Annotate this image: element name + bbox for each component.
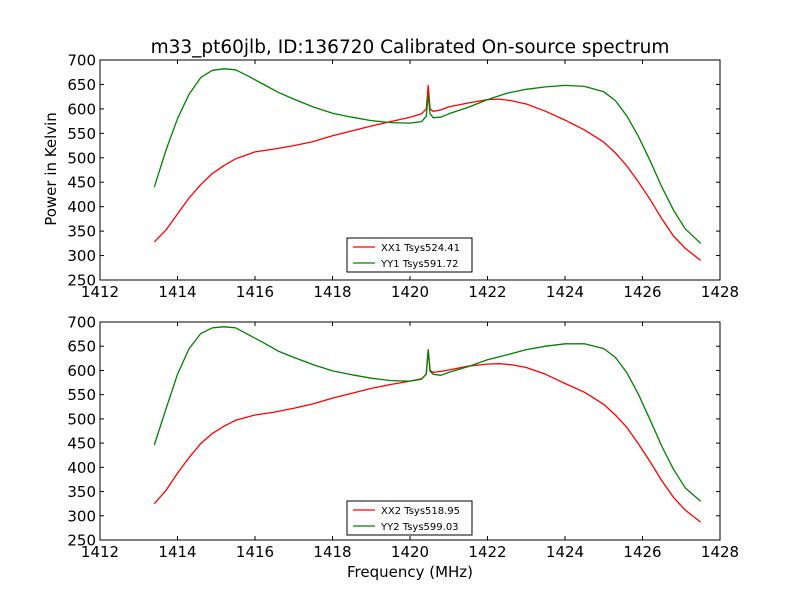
x-tick-label: 1422 [468,543,506,561]
x-tick-label: 1420 [391,283,429,301]
x-tick-label: 1422 [468,283,506,301]
series-line-2 [153,326,702,502]
x-tick-label: 1428 [701,283,739,301]
x-tick-label: 1424 [546,283,584,301]
y-tick-label: 450 [67,174,96,192]
y-tick-label: 300 [67,507,96,525]
y-tick-label: 700 [67,52,96,70]
legend-box [346,237,473,273]
legend-box [346,500,473,536]
legend-label: YY1 Tsys591.72 [380,259,459,270]
y-tick-label: 650 [67,76,96,94]
x-tick-label: 1426 [623,283,661,301]
y-tick-label: 600 [67,362,96,380]
y-tick-label: 350 [67,483,96,501]
x-tick-label: 1414 [158,283,196,301]
y-tick-label: 400 [67,459,96,477]
series-line-2 [153,68,702,244]
y-tick-label: 700 [67,314,96,332]
y-tick-label: 300 [67,247,96,265]
y-tick-label: 550 [67,386,96,404]
y-axis-label: Power in Kelvin [42,112,60,226]
y-tick-label: 250 [67,532,96,550]
y-tick-label: 400 [67,198,96,216]
x-tick-label: 1424 [546,543,584,561]
y-tick-label: 500 [67,149,96,167]
x-tick-label: 1418 [313,283,351,301]
y-tick-label: 500 [67,410,96,428]
x-axis-label: Frequency (MHz) [347,563,473,581]
x-tick-label: 1412 [81,283,119,301]
bottom-panel: 1412 1414 1416 1418 1420 1422 1424 1426 1428 250 3… [67,314,739,562]
y-tick-label: 550 [67,125,96,143]
legend-label: YY2 Tsys599.03 [380,522,459,533]
x-tick-label: 1412 [81,543,119,561]
x-tick-label: 1420 [391,543,429,561]
figure-title: m33_pt60jlb, ID:136720 Calibrated On-sou… [151,37,670,58]
x-tick-label: 1414 [158,543,196,561]
y-tick-label: 600 [67,100,96,118]
legend-label: XX1 Tsys524.41 [381,243,460,254]
y-tick-label: 650 [67,338,96,356]
legend-label: XX2 Tsys518.95 [381,506,460,517]
y-tick-label: 450 [67,435,96,453]
y-tick-label: 250 [67,272,96,290]
legend: XX2 Tsys518.95 YY2 Tsys599.03 [346,500,473,536]
y-tick-label: 350 [67,223,96,241]
legend: XX1 Tsys524.41 YY1 Tsys591.72 [346,237,473,273]
top-panel: 1412 1414 1416 1418 1420 1422 1424 1426 1428 250 3… [67,52,739,302]
x-tick-label: 1426 [623,543,661,561]
x-tick-label: 1416 [236,543,274,561]
x-tick-label: 1428 [701,543,739,561]
x-tick-label: 1416 [236,283,274,301]
x-tick-label: 1418 [313,543,351,561]
